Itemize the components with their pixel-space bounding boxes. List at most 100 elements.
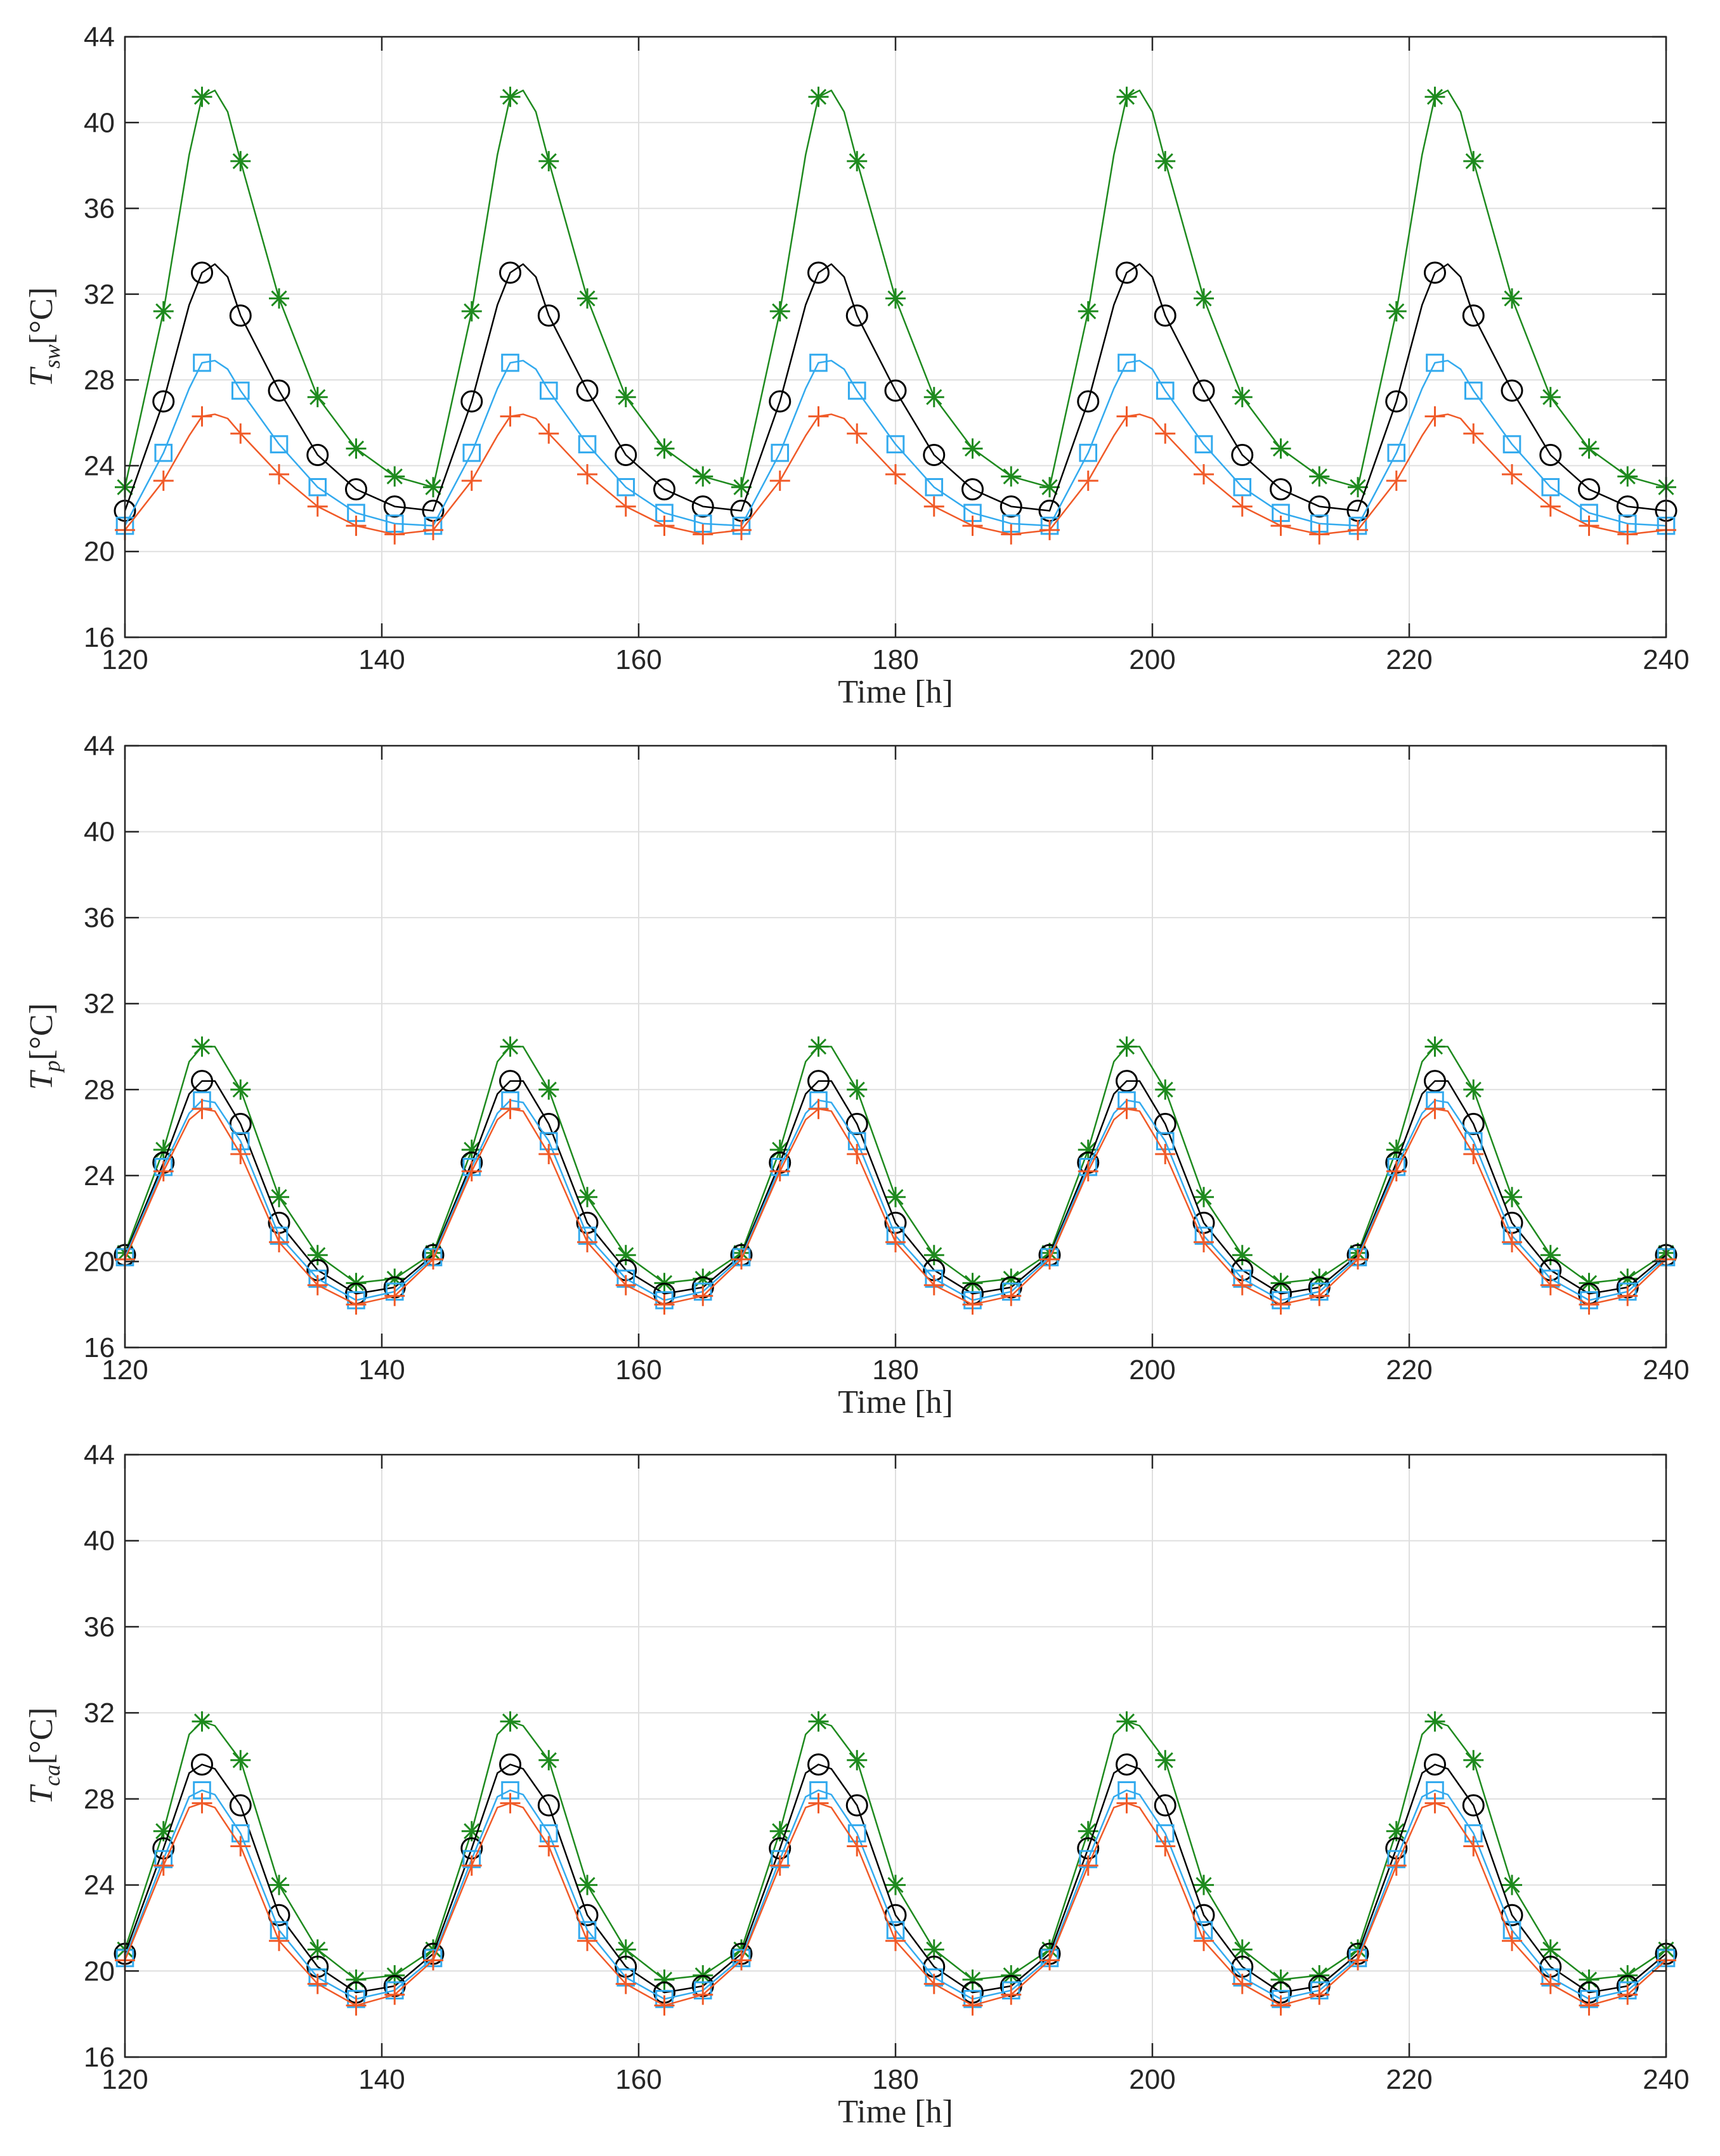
star-marker (615, 1245, 636, 1266)
plus-marker (1579, 1294, 1599, 1315)
star-marker (538, 1750, 559, 1770)
circle-marker (1424, 261, 1446, 284)
plus-marker (346, 1294, 367, 1315)
plus-marker (1039, 1249, 1060, 1270)
star-marker (923, 1245, 944, 1266)
star-marker (615, 387, 636, 408)
plus-marker (1502, 1231, 1522, 1252)
square-marker (1464, 381, 1483, 400)
x-tick-label: 140 (358, 2064, 405, 2095)
plus-marker (1617, 1984, 1638, 2005)
plus-marker (769, 1855, 790, 1876)
y-tick-label: 32 (84, 279, 115, 310)
plus-marker (1232, 496, 1253, 517)
x-tick-label: 180 (872, 644, 918, 675)
plus-marker (693, 524, 713, 545)
square-marker (1387, 443, 1406, 462)
star-marker (693, 466, 713, 487)
circle-marker (1578, 478, 1600, 501)
plus-marker (1001, 1285, 1022, 1306)
chart-panel-1: 120 140 160 180 200 220 240 16 20 24 28 32 36 40 44 Tim… (23, 22, 1690, 710)
square-marker (1541, 477, 1560, 497)
x-tick-label: 220 (1386, 1354, 1432, 1386)
plus-marker (731, 1249, 752, 1270)
circle-marker (191, 1753, 213, 1776)
x-axis-label: Time [h] (838, 674, 953, 710)
plus-marker (885, 1231, 906, 1252)
square-marker (1502, 435, 1521, 453)
series-circle (114, 261, 1678, 522)
x-tick-label: 200 (1129, 644, 1175, 675)
plus-marker (1232, 1275, 1253, 1296)
star-marker (654, 438, 675, 459)
x-axis-label: Time [h] (838, 1384, 953, 1420)
y-tick-label: 32 (84, 1698, 115, 1729)
plus-marker (769, 1161, 790, 1182)
star-marker (538, 151, 559, 172)
x-tick-label: 140 (358, 1354, 405, 1386)
plus-marker (1116, 1098, 1137, 1119)
chart-panel-3: 120 140 160 180 200 220 240 16 20 24 28 32 36 40 44 Tim… (23, 1439, 1690, 2130)
plus-marker (1463, 1836, 1484, 1857)
circle-marker (1116, 1753, 1138, 1776)
y-tick-label: 28 (84, 365, 115, 396)
plus-marker (1116, 1793, 1137, 1814)
star-marker (577, 288, 597, 309)
series-line-square (124, 1099, 1667, 1301)
square-marker (886, 435, 905, 453)
plus-marker (1424, 1793, 1445, 1814)
series-line-circle (124, 1763, 1667, 1994)
axes: 120 140 160 180 200 220 240 16 20 24 28 32 36 40 44 Tim… (23, 731, 1690, 1420)
x-tick-label: 160 (615, 1354, 661, 1386)
circle-marker (306, 444, 329, 467)
star-marker (1116, 86, 1137, 107)
circle-marker (1154, 304, 1176, 327)
y-tick-label: 20 (84, 1246, 115, 1277)
square-marker (270, 435, 289, 453)
y-tick-label: 36 (84, 193, 115, 224)
circle-marker (1192, 379, 1215, 402)
circle-marker (229, 304, 252, 327)
series-plus (115, 1098, 1676, 1315)
star-marker (1540, 1939, 1561, 1960)
axes: 120 140 160 180 200 220 240 16 20 24 28 32 36 40 44 Tim… (23, 22, 1690, 710)
plus-marker (1540, 496, 1561, 517)
plus-marker (269, 1930, 289, 1951)
circle-marker (1154, 1794, 1176, 1817)
plus-marker (923, 496, 944, 517)
plus-marker (1155, 423, 1176, 444)
star-marker (230, 1079, 251, 1100)
circle-marker (229, 1113, 252, 1136)
star-marker (847, 151, 868, 172)
star-marker (962, 438, 983, 459)
plus-marker (423, 519, 443, 540)
plus-marker (384, 524, 405, 545)
y-axis-label-unit: [°C] (23, 1003, 60, 1060)
x-tick-label: 240 (1643, 2064, 1689, 2095)
series-line-star (124, 89, 1667, 488)
plus-marker (693, 1285, 713, 1306)
series-line-circle (124, 263, 1667, 512)
circle-marker (191, 1070, 213, 1093)
square-marker (1156, 381, 1175, 400)
circle-marker (691, 495, 714, 518)
plus-marker (500, 1098, 521, 1119)
circle-marker (499, 1070, 521, 1093)
star-marker (731, 477, 752, 498)
plus-marker (1348, 1950, 1368, 1971)
y-axis-label-unit: [°C] (23, 1707, 60, 1764)
star-marker (1502, 1186, 1522, 1207)
series-plus (115, 1793, 1676, 2016)
plus-marker (923, 1973, 944, 1994)
square-marker (1233, 477, 1252, 497)
plus-marker (1155, 1836, 1176, 1857)
y-tick-label: 44 (84, 22, 115, 53)
plus-marker (1309, 1984, 1330, 2005)
plus-marker (577, 1930, 597, 1951)
y-axis-label-subscript: sw (39, 344, 65, 368)
star-marker (1001, 466, 1022, 487)
plus-marker (307, 1275, 328, 1296)
y-axis-label: Tsw[°C] (23, 287, 65, 387)
plus-marker (461, 1161, 482, 1182)
circle-marker (229, 1794, 252, 1817)
